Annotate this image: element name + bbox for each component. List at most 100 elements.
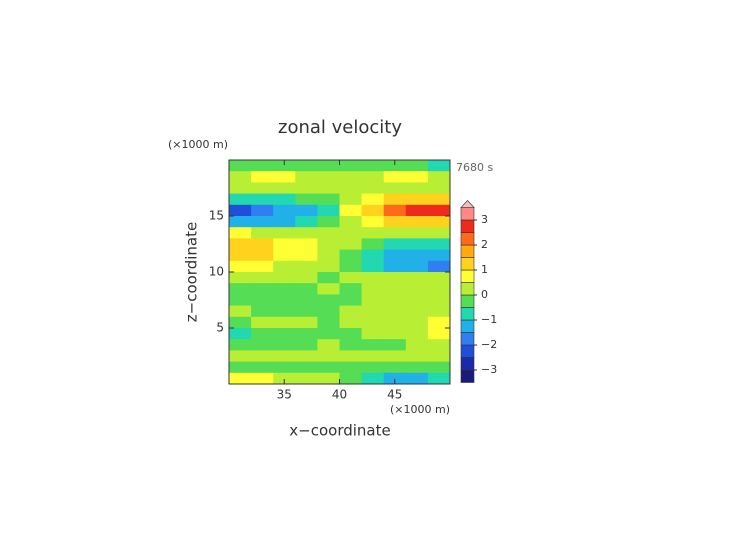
field-cell	[361, 193, 385, 206]
field-cell	[427, 204, 451, 217]
field-cell	[251, 171, 274, 183]
field-cell	[317, 160, 340, 172]
colorbar-tick-label: 0	[481, 288, 488, 301]
field-cell	[339, 305, 363, 318]
field-cell	[251, 328, 274, 340]
field-cell	[339, 182, 363, 195]
field-cell	[427, 171, 451, 183]
field-cell	[383, 227, 407, 239]
field-cell	[383, 171, 407, 183]
field-cell	[251, 283, 274, 295]
field-cell	[229, 294, 252, 307]
field-cell	[295, 372, 318, 385]
field-cell	[427, 227, 451, 239]
field-cell	[295, 227, 318, 239]
field-cell	[361, 272, 385, 284]
field-cell	[405, 204, 429, 217]
field-cell	[317, 294, 340, 307]
field-cell	[229, 193, 252, 206]
field-cell	[339, 283, 363, 295]
field-cell	[273, 305, 296, 318]
field-cell	[361, 372, 385, 385]
field-cell	[317, 361, 340, 374]
field-cell	[229, 305, 252, 318]
field-cell	[339, 160, 363, 172]
field-cell	[427, 339, 451, 351]
field-cell	[229, 238, 252, 251]
field-cell	[361, 160, 385, 172]
field-cell	[229, 182, 252, 195]
field-cell	[229, 171, 252, 183]
field-cell	[339, 339, 363, 351]
colorbar-box	[460, 344, 475, 358]
field-cell	[339, 171, 363, 183]
chart-title: zonal velocity	[278, 117, 402, 138]
colorbar-tick-label: −1	[481, 313, 497, 326]
colorbar-box	[460, 207, 475, 221]
field-cell	[273, 160, 296, 172]
field-cell	[383, 216, 407, 228]
field-cell	[317, 339, 340, 351]
field-cell	[361, 361, 385, 374]
field-cell	[251, 272, 274, 284]
colorbar-box	[460, 307, 475, 321]
field-cell	[383, 160, 407, 172]
y-axis-label: z−coordinate	[183, 222, 201, 322]
field-cell	[273, 238, 296, 251]
field-cell	[251, 294, 274, 307]
y-tick-label: 5	[216, 321, 224, 335]
field-cell	[317, 350, 340, 363]
field-cell	[405, 249, 429, 262]
field-cell	[427, 272, 451, 284]
field-cell	[361, 171, 385, 183]
field-cell	[339, 193, 363, 206]
colorbar-box	[460, 319, 475, 333]
field-cell	[361, 316, 385, 329]
field-cell	[251, 249, 274, 262]
field-cell	[251, 305, 274, 318]
field-cell	[361, 294, 385, 307]
x-tick-label: 40	[332, 388, 347, 402]
field-cell	[317, 372, 340, 385]
field-cell	[405, 171, 429, 183]
colorbar-extend	[460, 200, 475, 208]
field-cell	[229, 272, 252, 284]
field-cell	[295, 328, 318, 340]
field-cell	[383, 339, 407, 351]
field-cell	[339, 216, 363, 228]
time-label: 7680 s	[456, 161, 493, 174]
field-cell	[317, 238, 340, 251]
field-cell	[229, 160, 252, 172]
field-cell	[405, 316, 429, 329]
field-cell	[427, 249, 451, 262]
field-cell	[273, 350, 296, 363]
field-cell	[229, 316, 252, 329]
field-cell	[427, 361, 451, 374]
field-cell	[273, 182, 296, 195]
field-cell	[427, 350, 451, 363]
colorbar-box	[460, 269, 475, 283]
field-cell	[405, 160, 429, 172]
field-cell	[229, 249, 252, 262]
colorbar-tick-label: −2	[481, 338, 497, 351]
field-cell	[273, 328, 296, 340]
colorbar-box	[460, 244, 475, 258]
field-cell	[405, 238, 429, 251]
field-cell	[405, 350, 429, 363]
field-cell	[295, 305, 318, 318]
field-cell	[229, 260, 252, 273]
field-cell	[361, 249, 385, 262]
field-cell	[427, 328, 451, 340]
field-cell	[295, 260, 318, 273]
field-cell	[361, 283, 385, 295]
field-cell	[361, 260, 385, 273]
field-cell	[273, 249, 296, 262]
field-cell	[427, 238, 451, 251]
field-cell	[273, 361, 296, 374]
field-cell	[405, 328, 429, 340]
field-cell	[427, 216, 451, 228]
field-cell	[405, 361, 429, 374]
field-cell	[273, 171, 296, 183]
field-cell	[251, 339, 274, 351]
